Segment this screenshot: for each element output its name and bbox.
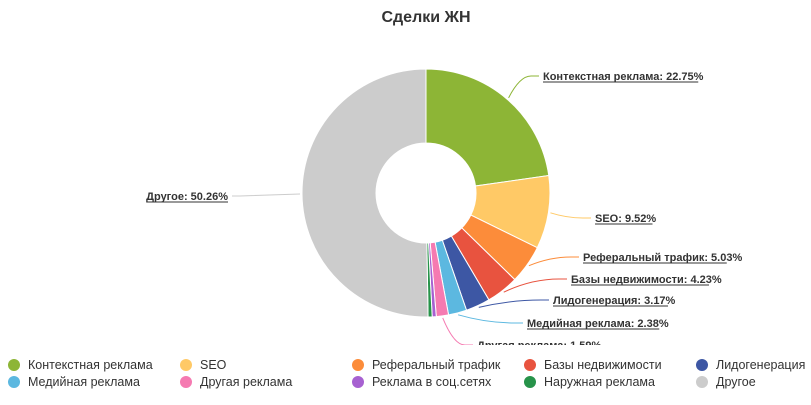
- legend-label: Наружная реклама: [544, 374, 655, 389]
- data-labels: Контекстная реклама: 22.75% SEO: 9.52% Реф…: [146, 71, 742, 345]
- legend-item[interactable]: Реклама в соц.сетях: [352, 375, 524, 389]
- legend-item[interactable]: Базы недвижимости: [524, 358, 696, 372]
- legend-marker: [696, 358, 708, 371]
- legend-row: Медийная реклама Другая реклама Реклама в …: [8, 373, 808, 390]
- legend-marker: [8, 358, 20, 371]
- data-label-0: Контекстная реклама: 22.75%: [543, 71, 704, 83]
- data-label-5: Медийная реклама: 2.38%: [527, 318, 669, 330]
- chart: Сделки ЖН Контекстная реклама: 22.75% SEO…: [146, 9, 742, 345]
- connector-4: [478, 299, 549, 308]
- data-label-1: SEO: 9.52%: [595, 213, 656, 225]
- legend-marker: [8, 375, 20, 388]
- connector-6: [442, 317, 473, 345]
- legend-marker: [352, 375, 364, 388]
- legend-marker: [352, 358, 364, 371]
- legend-label: Лидогенерация: [716, 357, 806, 372]
- legend-item[interactable]: Другая реклама: [180, 375, 352, 389]
- legend-label: Другая реклама: [200, 374, 293, 389]
- legend-label: Реклама в соц.сетях: [372, 374, 492, 389]
- legend-marker: [180, 358, 192, 371]
- legend-label: Реферальный трафик: [372, 357, 501, 372]
- legend-label: SEO: [200, 357, 227, 372]
- connector-2: [528, 256, 579, 267]
- data-label-6: Другая реклама: 1.59%: [477, 340, 602, 345]
- legend-marker: [696, 375, 708, 388]
- connector-3: [503, 278, 567, 293]
- chart-title: Сделки ЖН: [381, 9, 470, 26]
- legend-item[interactable]: Лидогенерация: [696, 358, 808, 372]
- data-label-9: Другое: 50.26%: [146, 191, 228, 203]
- legend-item[interactable]: SEO: [180, 358, 352, 372]
- legend-item[interactable]: Другое: [696, 375, 808, 389]
- data-label-3: Базы недвижимости: 4.23%: [571, 274, 722, 286]
- legend: Контекстная реклама SEO Реферальный трафик…: [8, 356, 808, 390]
- data-label-2: Реферальный трафик: 5.03%: [583, 252, 742, 264]
- data-label-4: Лидогенерация: 3.17%: [553, 295, 676, 307]
- pie-slice-0[interactable]: [425, 68, 550, 187]
- connector-9: [232, 193, 301, 197]
- legend-item[interactable]: Контекстная реклама: [8, 358, 180, 372]
- pie-slices: [301, 68, 551, 318]
- legend-label: Медийная реклама: [28, 374, 140, 389]
- legend-marker: [180, 375, 192, 388]
- legend-item[interactable]: Наружная реклама: [524, 375, 696, 389]
- legend-label: Контекстная реклама: [28, 357, 153, 372]
- legend-item[interactable]: Реферальный трафик: [352, 358, 524, 372]
- legend-row: Контекстная реклама SEO Реферальный трафик…: [8, 356, 808, 373]
- pie-slice-9[interactable]: [301, 68, 429, 318]
- connector-5: [458, 314, 523, 324]
- legend-marker: [524, 375, 536, 388]
- legend-item[interactable]: Медийная реклама: [8, 375, 180, 389]
- legend-label: Другое: [716, 374, 756, 389]
- legend-label: Базы недвижимости: [544, 357, 662, 372]
- legend-marker: [524, 358, 536, 371]
- connector-0: [508, 75, 539, 99]
- connector-1: [550, 212, 591, 219]
